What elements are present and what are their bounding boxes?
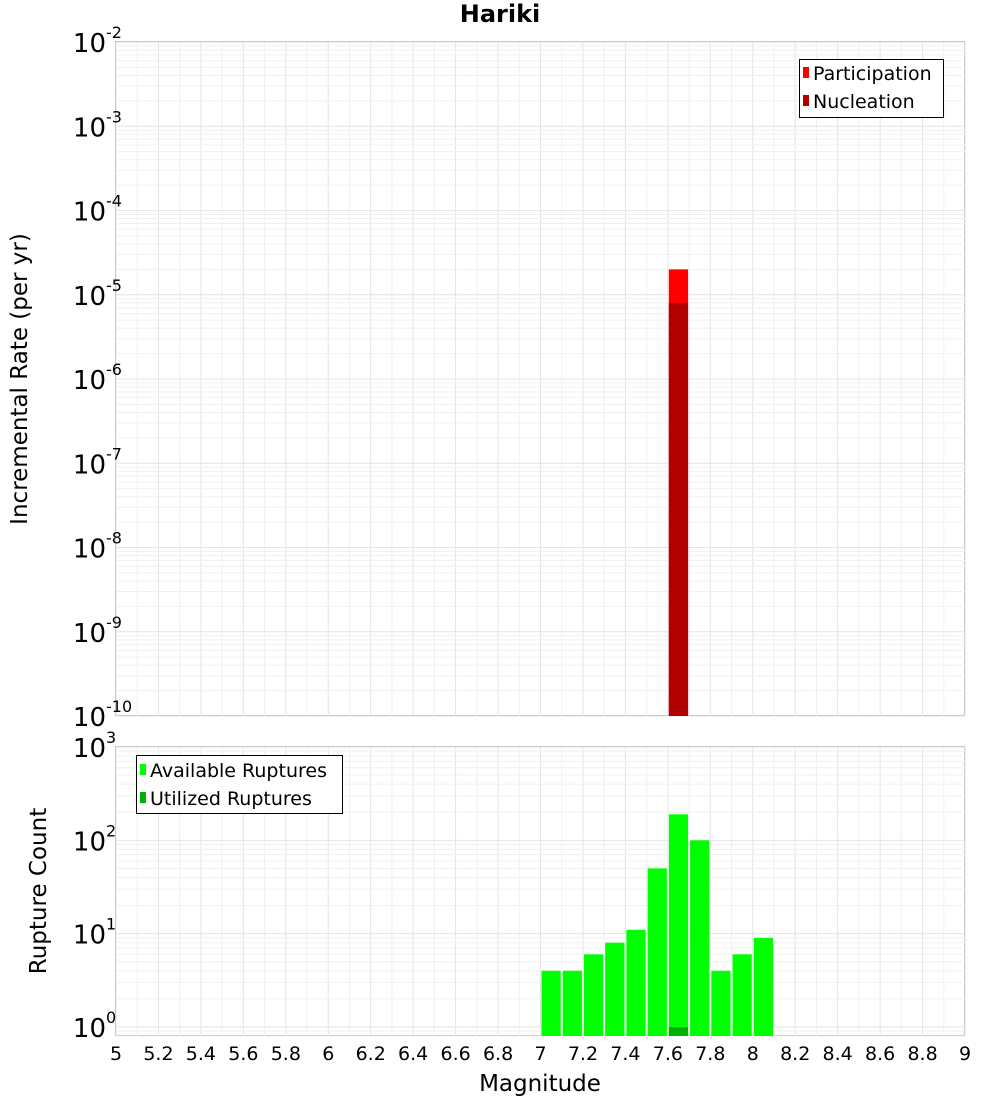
- rate-y-tick-label: 10: [73, 198, 106, 228]
- rupture-bar-available-ruptures: [583, 954, 604, 1036]
- rate-gridlines: [115, 41, 966, 717]
- x-tick-label: 6.2: [356, 1043, 386, 1065]
- rate-legend-box: [799, 59, 944, 118]
- rate-y-tick-label: 10: [73, 29, 106, 59]
- rupture-bar-available-ruptures: [562, 970, 582, 1036]
- rupture-y-tick-label: 10: [73, 1014, 106, 1044]
- x-tick-label: 5.4: [186, 1043, 216, 1065]
- magnitude-x-ticks: 5 5.2 5.4 5.6 5.8 6 6.2 6.4 6.6 6.8 7 7.2 7.4 7.6 7.8 8…: [110, 1043, 971, 1065]
- x-tick-label: 5: [110, 1043, 122, 1065]
- rupture-bar-available-ruptures: [668, 814, 689, 1036]
- rupture-bars: [541, 814, 773, 1036]
- rupture-bar-available-ruptures: [732, 954, 752, 1036]
- rupture-y-tick-label: 10: [73, 827, 106, 857]
- legend-swatch-nucleation: [803, 95, 809, 106]
- legend-label-participation: Participation: [813, 63, 932, 85]
- x-tick-label: 8: [747, 1043, 759, 1065]
- rate-legend: Participation Nucleation: [799, 59, 944, 118]
- rate-y-tick-exponent: -5: [106, 276, 122, 295]
- rate-bars: [668, 269, 689, 716]
- legend-label-nucleation: Nucleation: [813, 91, 915, 113]
- x-tick-label: 5.8: [271, 1043, 301, 1065]
- rupture-y-tick-exponent: 0: [106, 1008, 116, 1027]
- x-tick-label: 6.8: [483, 1043, 513, 1065]
- rate-y-tick-label: 10: [73, 619, 106, 649]
- x-tick-label: 5.2: [143, 1043, 173, 1065]
- x-tick-label: 7.4: [610, 1043, 640, 1065]
- rate-y-tick-exponent: -9: [106, 613, 122, 632]
- rupture-bar-available-ruptures: [626, 929, 646, 1036]
- rupture-bar-utilized-ruptures: [668, 1026, 689, 1036]
- legend-swatch-participation: [803, 67, 809, 78]
- legend-label-utilized: Utilized Ruptures: [150, 788, 312, 810]
- x-tick-label: 8.8: [907, 1043, 937, 1065]
- rate-y-tick-label: 10: [73, 113, 106, 143]
- legend-swatch-utilized: [140, 792, 146, 803]
- x-tick-label: 7.6: [653, 1043, 683, 1065]
- x-axis-label: Magnitude: [479, 1071, 601, 1097]
- x-tick-label: 7.2: [568, 1043, 598, 1065]
- x-tick-label: 6: [322, 1043, 334, 1065]
- rate-y-tick-label: 10: [73, 282, 106, 312]
- rupture-y-tick-label: 10: [73, 734, 106, 764]
- rupture-bar-available-ruptures: [711, 970, 731, 1036]
- x-tick-label: 6.6: [440, 1043, 470, 1065]
- legend-label-available: Available Ruptures: [150, 760, 327, 782]
- rupture-legend-box: [136, 755, 343, 814]
- rupture-y-axis-label: Rupture Count: [26, 808, 52, 974]
- rupture-y-tick-exponent: 2: [106, 821, 116, 840]
- rupture-legend: Available Ruptures Utilized Ruptures: [136, 755, 343, 814]
- x-tick-label: 8.6: [865, 1043, 895, 1065]
- x-tick-label: 7.8: [695, 1043, 725, 1065]
- chart-title: Hariki: [460, 0, 541, 28]
- rate-y-tick-exponent: -3: [106, 107, 122, 126]
- legend-swatch-available: [140, 764, 146, 775]
- rupture-y-tick-exponent: 3: [106, 728, 116, 747]
- rate-y-tick-label: 10: [73, 535, 106, 565]
- rate-y-tick-label: 10: [73, 366, 106, 396]
- x-tick-label: 5.6: [228, 1043, 258, 1065]
- rate-bar-nucleation: [668, 302, 689, 716]
- x-tick-label: 6.4: [398, 1043, 428, 1065]
- rate-y-tick-label: 10: [73, 450, 106, 480]
- rupture-bar-available-ruptures: [647, 868, 667, 1036]
- rupture-bar-available-ruptures: [690, 840, 710, 1036]
- x-tick-label: 9: [959, 1043, 971, 1065]
- rate-y-tick-exponent: -10: [106, 697, 132, 716]
- rupture-bar-available-ruptures: [541, 970, 561, 1036]
- rate-y-tick-exponent: -6: [106, 360, 122, 379]
- x-tick-label: 8.4: [823, 1043, 853, 1065]
- rupture-bar-available-ruptures: [605, 942, 625, 1036]
- x-tick-label: 7: [534, 1043, 546, 1065]
- rate-y-tick-exponent: -8: [106, 529, 122, 548]
- rate-y-tick-label: 10: [73, 703, 106, 733]
- rate-y-axis-label: Incremental Rate (per yr): [7, 233, 33, 525]
- rupture-y-tick-exponent: 1: [106, 915, 116, 934]
- rupture-y-tick-label: 10: [73, 921, 106, 951]
- x-tick-label: 8.2: [780, 1043, 810, 1065]
- rupture-bar-available-ruptures: [753, 937, 773, 1036]
- rate-y-tick-exponent: -4: [106, 192, 122, 211]
- rate-y-tick-exponent: -2: [106, 23, 122, 42]
- rate-y-tick-exponent: -7: [106, 444, 122, 463]
